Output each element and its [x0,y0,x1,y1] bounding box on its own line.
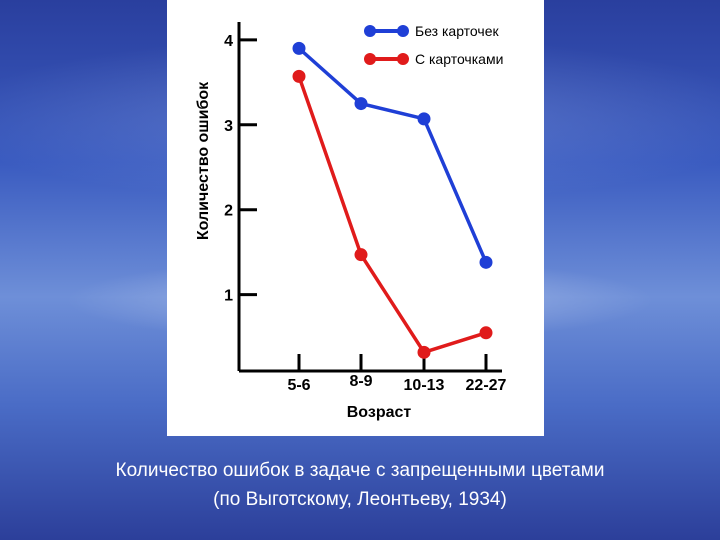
legend-marker [364,25,376,37]
legend-marker [364,53,376,65]
series-line-1 [297,75,487,355]
x-axis-label: Возраст [347,404,412,421]
chart-panel: 1 2 3 4 5-6 8-9 10-13 22-27 Возраст Количество ош… [167,0,544,436]
legend-label-0: Без карточек [415,23,499,39]
y-tick-label: 2 [224,203,233,220]
slide-caption: Количество ошибок в задаче с запрещенным… [0,456,720,514]
data-point [354,97,368,111]
y-axis-label: Количество ошибок [195,81,212,240]
y-tick-label: 1 [224,288,233,305]
legend-marker [397,25,409,37]
series-line-0 [297,47,488,264]
y-tick-label: 3 [224,118,233,135]
data-point [417,112,431,126]
y-tick-label: 4 [224,33,233,50]
caption-line-1: Количество ошибок в задаче с запрещенным… [115,460,605,481]
legend-label-1: С карточками [415,51,503,67]
x-tick-label: 10-13 [404,377,445,394]
data-point [292,41,306,55]
data-point [354,248,368,262]
data-point [479,255,493,269]
chart: 1 2 3 4 5-6 8-9 10-13 22-27 Возраст Количество ош… [195,22,507,421]
x-tick-label: 5-6 [287,377,310,394]
legend-marker [397,53,409,65]
data-point [479,326,493,340]
data-point [292,69,306,83]
data-point [417,345,431,359]
x-tick-label: 22-27 [466,377,507,394]
x-tick-label: 8-9 [349,373,372,390]
caption-line-2: (по Выготскому, Леонтьеву, 1934) [213,489,507,510]
